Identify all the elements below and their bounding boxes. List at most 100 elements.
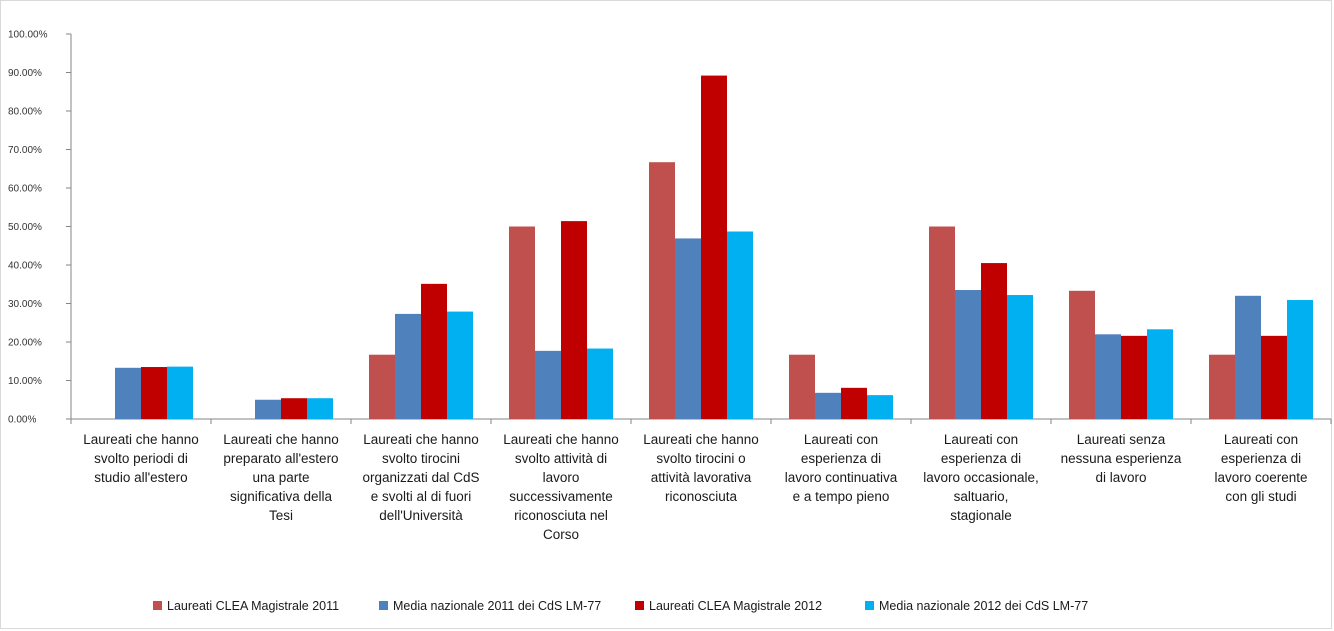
- category-label-line: esperienza di: [941, 451, 1021, 466]
- legend-label: Media nazionale 2011 dei CdS LM-77: [393, 599, 601, 613]
- category-label-line: Laureati con: [1224, 432, 1298, 447]
- bar: [141, 367, 167, 419]
- category-label-line: preparato all'estero: [223, 451, 338, 466]
- category-label-line: successivamente: [509, 489, 613, 504]
- bar: [1209, 354, 1235, 419]
- category-label-line: lavoro occasionale,: [923, 470, 1039, 485]
- category-label-line: Laureati che hanno: [643, 432, 759, 447]
- category-label-line: attività lavorativa: [651, 470, 752, 485]
- legend-label: Laureati CLEA Magistrale 2011: [167, 599, 339, 613]
- category-label: Laureati che hanno preparato all'estero un…: [223, 432, 339, 523]
- bar: [447, 311, 473, 419]
- y-tick-label: 80.00%: [8, 107, 42, 118]
- category-label: Laureati che hanno svolto attività di lavo…: [503, 432, 619, 542]
- category-label-line: Corso: [543, 527, 579, 542]
- bar: [535, 350, 561, 419]
- category-label-line: lavoro: [543, 470, 580, 485]
- category-label-line: una parte: [252, 470, 309, 485]
- category-label: Laureati con esperienza di lavoro coerente…: [1214, 432, 1307, 504]
- bar: [587, 348, 613, 419]
- bar: [1235, 295, 1261, 419]
- legend: Laureati CLEA Magistrale 2011 Media nazio…: [153, 599, 1088, 613]
- bar: [509, 226, 535, 419]
- category-label-line: Laureati che hanno: [223, 432, 339, 447]
- category-label: Laureati che hanno svolto periodi di studi…: [83, 432, 199, 485]
- category-label-line: svolto tirocini o: [656, 451, 745, 466]
- bar: [1287, 300, 1313, 419]
- category-label-line: Laureati che hanno: [83, 432, 199, 447]
- bars: [115, 75, 1313, 419]
- bar: [1095, 334, 1121, 419]
- bar: [675, 238, 701, 419]
- y-tick-label: 40.00%: [8, 261, 42, 272]
- bar: [867, 395, 893, 419]
- bar: [1261, 335, 1287, 419]
- bar: [841, 387, 867, 419]
- category-label-line: Laureati che hanno: [503, 432, 619, 447]
- bar: [561, 221, 587, 419]
- y-tick-label: 90.00%: [8, 68, 42, 79]
- category-label: Laureati con esperienza di lavoro continua…: [785, 432, 898, 504]
- bar: [115, 367, 141, 419]
- category-label-line: lavoro continuativa: [785, 470, 898, 485]
- category-label: Laureati che hanno svolto tirocini o attiv…: [643, 432, 759, 504]
- y-tick-label: 10.00%: [8, 376, 42, 387]
- category-label-line: di lavoro: [1095, 470, 1146, 485]
- category-label-line: esperienza di: [1221, 451, 1301, 466]
- category-label-line: Laureati senza: [1077, 432, 1166, 447]
- category-label-line: significativa della: [230, 489, 333, 504]
- category-label-line: esperienza di: [801, 451, 881, 466]
- y-tick-label: 0.00%: [8, 415, 36, 426]
- bar: [167, 366, 193, 419]
- category-label-line: stagionale: [950, 508, 1012, 523]
- category-label: Laureati che hanno svolto tirocini organiz…: [362, 432, 479, 523]
- legend-swatch: [379, 601, 388, 610]
- bar: [395, 313, 421, 419]
- bar: [255, 399, 281, 419]
- y-tick-label: 60.00%: [8, 184, 42, 195]
- category-label-line: Tesi: [269, 508, 293, 523]
- bar: [1121, 335, 1147, 419]
- category-label-line: e a tempo pieno: [793, 489, 890, 504]
- bar: [815, 392, 841, 419]
- category-label-line: Laureati che hanno: [363, 432, 479, 447]
- bar: [649, 162, 675, 419]
- legend-swatch: [635, 601, 644, 610]
- legend-swatch: [865, 601, 874, 610]
- bar: [1147, 329, 1173, 419]
- category-labels: Laureati che hanno svolto periodi di studi…: [83, 432, 1307, 542]
- category-label-line: saltuario,: [954, 489, 1009, 504]
- category-label-line: dell'Università: [379, 508, 463, 523]
- bar: [701, 75, 727, 419]
- category-label-line: organizzati dal CdS: [362, 470, 479, 485]
- category-label-line: svolto periodi di: [94, 451, 188, 466]
- category-label-line: Laureati con: [944, 432, 1018, 447]
- legend-label: Media nazionale 2012 dei CdS LM-77: [879, 599, 1088, 613]
- bar: [981, 263, 1007, 419]
- bar: [955, 290, 981, 419]
- y-tick-label: 70.00%: [8, 145, 42, 156]
- category-label-line: svolto attività di: [515, 451, 607, 466]
- category-label: Laureati con esperienza di lavoro occasion…: [923, 432, 1039, 523]
- y-tick-label: 100.00%: [8, 30, 48, 41]
- category-label-line: con gli studi: [1225, 489, 1296, 504]
- category-label-line: nessuna esperienza: [1061, 451, 1182, 466]
- y-tick-label: 50.00%: [8, 222, 42, 233]
- legend-swatch: [153, 601, 162, 610]
- bar: [307, 398, 333, 419]
- category-label-line: svolto tirocini: [382, 451, 460, 466]
- category-label-line: riconosciuta nel: [514, 508, 608, 523]
- category-label: Laureati senza nessuna esperienza di lavor…: [1061, 432, 1182, 485]
- bar: [1007, 295, 1033, 419]
- y-tick-label: 30.00%: [8, 299, 42, 310]
- bar: [369, 354, 395, 419]
- bar: [727, 231, 753, 419]
- category-label-line: e svolti al di fuori: [371, 489, 472, 504]
- category-label-line: studio all'estero: [94, 470, 187, 485]
- y-tick-label: 20.00%: [8, 338, 42, 349]
- category-label-line: lavoro coerente: [1214, 470, 1307, 485]
- bar: [1069, 290, 1095, 419]
- legend-label: Laureati CLEA Magistrale 2012: [649, 599, 822, 613]
